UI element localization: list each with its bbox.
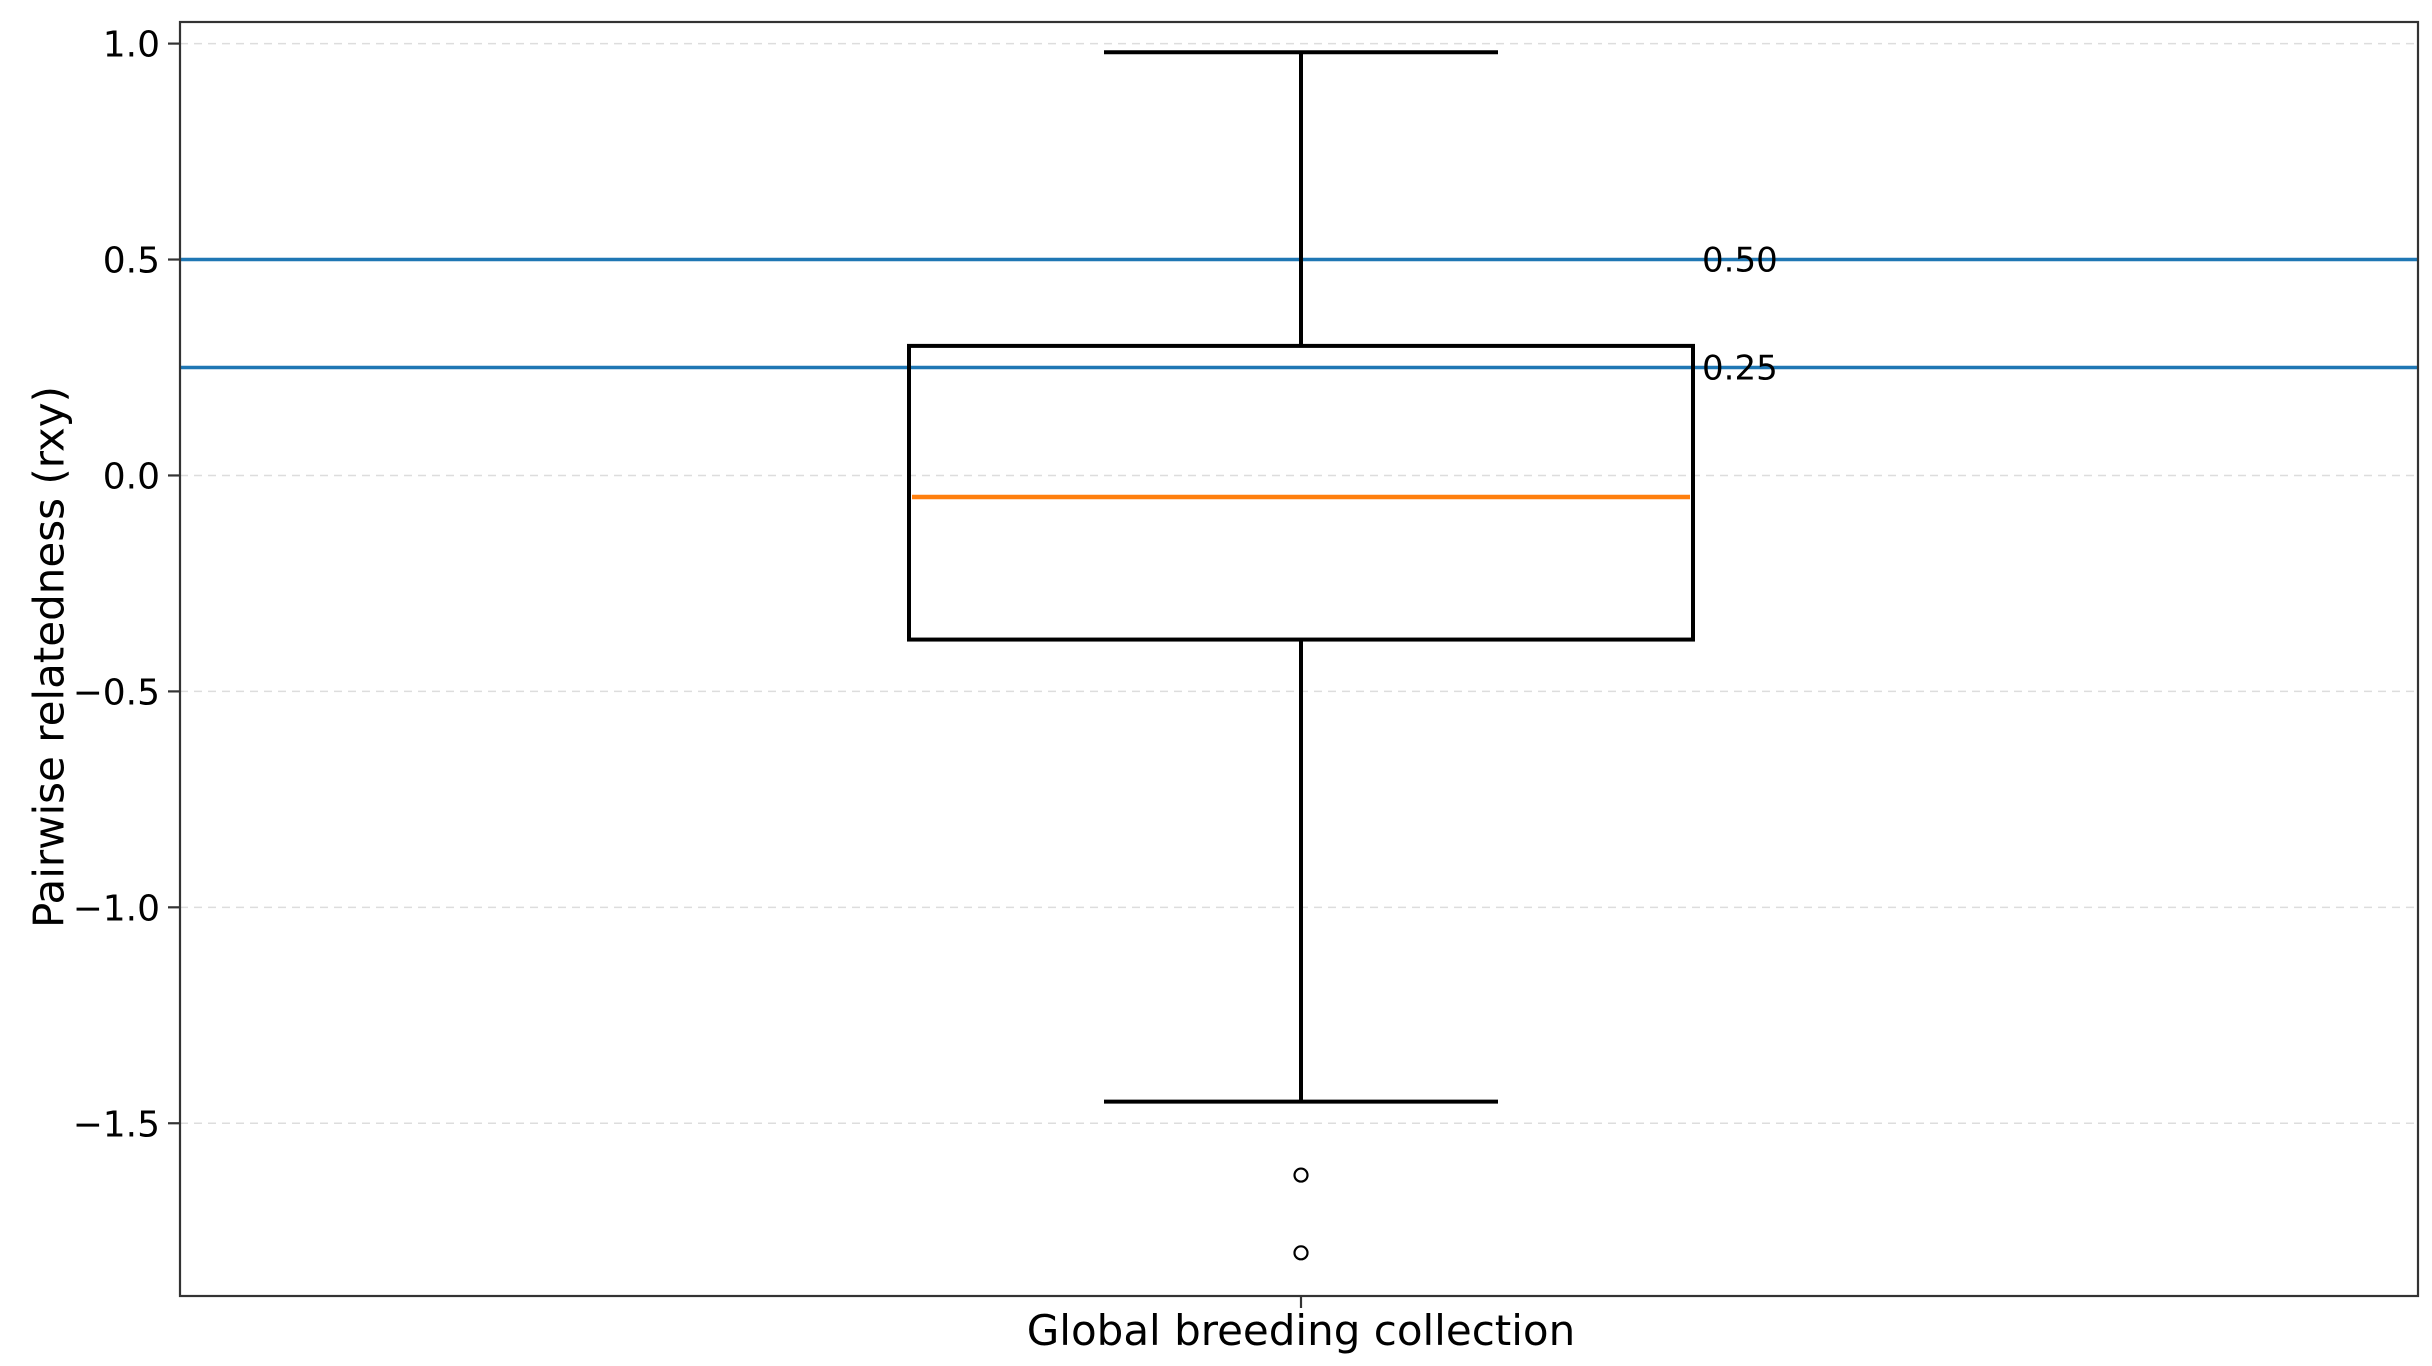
- y-tick-label: −1.0: [73, 888, 160, 929]
- y-tick-label: 0.0: [103, 456, 160, 497]
- axes: 1.0 0.5 0.0 −0.5 −1.0 −1.5: [73, 20, 2420, 1308]
- outlier-point: [1293, 1245, 1309, 1261]
- plot-frame: [178, 20, 2420, 1298]
- x-axis-label: Global breeding collection: [1027, 1306, 1575, 1355]
- y-axis-label: Pairwise relatedness (rxy): [25, 386, 74, 928]
- outlier-point: [1293, 1167, 1309, 1183]
- box-iqr: [907, 343, 1695, 642]
- reference-line-label: 0.25: [1702, 348, 1778, 388]
- y-tick-label: −0.5: [73, 672, 160, 713]
- y-tick-label: 0.5: [103, 241, 160, 282]
- y-tick-label: 1.0: [103, 25, 160, 66]
- reference-line-label: 0.50: [1702, 241, 1778, 281]
- y-tick-label: −1.5: [73, 1104, 160, 1145]
- box-group: [907, 50, 1695, 1261]
